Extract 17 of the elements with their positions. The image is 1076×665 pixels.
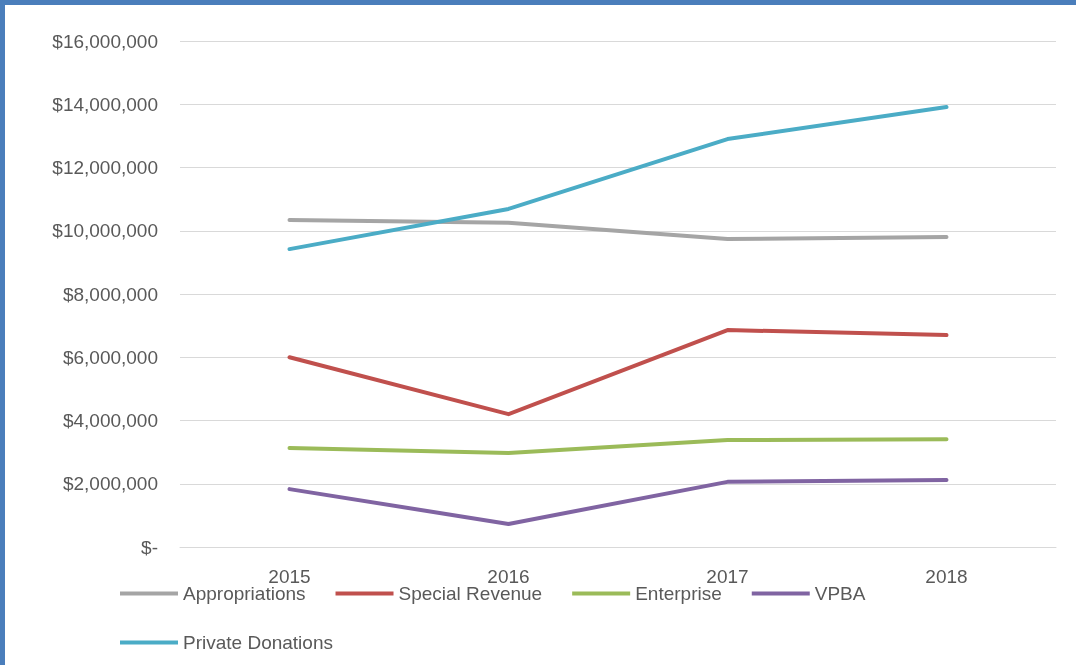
line-series <box>287 437 949 456</box>
y-tick-label: $8,000,000 <box>62 283 158 305</box>
legend-label: Private Donations <box>183 632 333 653</box>
y-tick-label: $- <box>141 536 158 558</box>
line-series <box>287 105 949 252</box>
line-series <box>287 218 949 241</box>
legend-label: VPBA <box>814 583 866 604</box>
line-series <box>287 328 949 417</box>
y-tick-label: $12,000,000 <box>52 157 158 178</box>
y-tick-label: $6,000,000 <box>62 346 158 368</box>
y-tick-label: $14,000,000 <box>52 93 158 115</box>
x-tick-label: 2018 <box>925 566 968 587</box>
y-tick-label: $4,000,000 <box>62 410 158 431</box>
line-series <box>287 477 949 526</box>
y-tick-label: $2,000,000 <box>62 473 158 495</box>
y-tick-label: $10,000,000 <box>52 220 158 242</box>
y-tick-label: $16,000,000 <box>52 30 158 52</box>
